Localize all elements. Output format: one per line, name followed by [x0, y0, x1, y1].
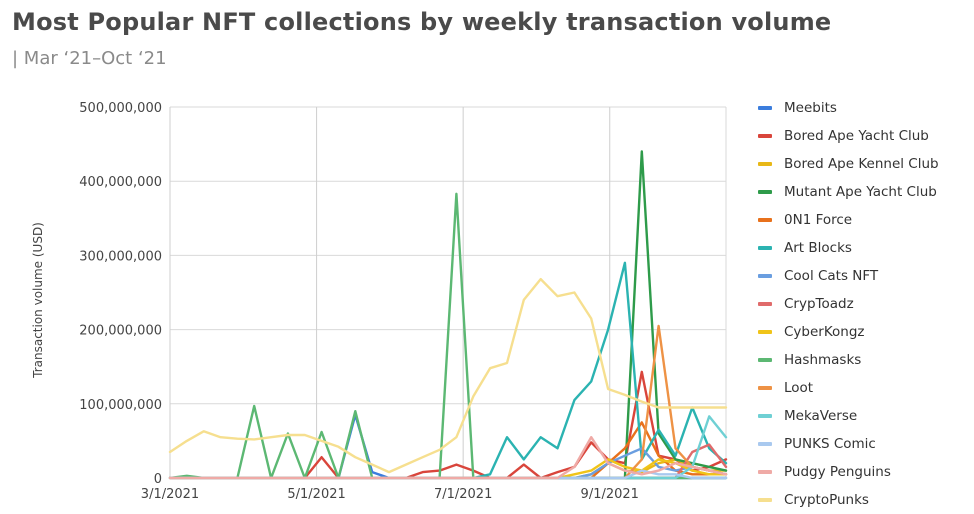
y-tick-label: 500,000,000 — [79, 101, 162, 116]
legend-item: Hashmasks — [758, 346, 939, 374]
legend-item: Pudgy Penguins — [758, 458, 939, 486]
legend-swatch — [758, 386, 772, 390]
legend-swatch — [758, 246, 772, 250]
legend-item: CrypToadz — [758, 290, 939, 318]
legend-swatch — [758, 302, 772, 306]
legend-swatch — [758, 470, 772, 474]
legend-item: Meebits — [758, 94, 939, 122]
legend-label: MekaVerse — [784, 408, 858, 424]
legend-label: CyberKongz — [784, 324, 865, 340]
legend-label: Loot — [784, 380, 814, 396]
legend-swatch — [758, 442, 772, 446]
legend-item: Cool Cats NFT — [758, 262, 939, 290]
series-line-pudgy-penguins — [168, 436, 728, 480]
legend-item: CryptoPunks — [758, 486, 939, 514]
axes: 0 100,000,000 200,000,000 300,000,000 400,00… — [79, 101, 639, 502]
chart-title: Most Popular NFT collections by weekly t… — [12, 8, 832, 36]
legend: Meebits Bored Ape Yacht Club Bored Ape Ken… — [758, 94, 939, 514]
legend-swatch — [758, 134, 772, 138]
legend-label: PUNKS Comic — [784, 436, 876, 452]
legend-label: Cool Cats NFT — [784, 268, 879, 284]
legend-item: Bored Ape Yacht Club — [758, 122, 939, 150]
legend-item: CyberKongz — [758, 318, 939, 346]
series-line-cryptopunks — [168, 277, 728, 474]
y-tick-label: 100,000,000 — [79, 398, 162, 413]
legend-item: PUNKS Comic — [758, 430, 939, 458]
legend-item: Art Blocks — [758, 234, 939, 262]
legend-label: Hashmasks — [784, 352, 862, 368]
x-tick-label: 7/1/2021 — [434, 487, 492, 502]
legend-item: Bored Ape Kennel Club — [758, 150, 939, 178]
legend-label: Art Blocks — [784, 240, 852, 256]
legend-swatch — [758, 498, 772, 502]
y-tick-label: 0 — [154, 472, 162, 487]
legend-item: MekaVerse — [758, 402, 939, 430]
legend-label: Meebits — [784, 100, 837, 116]
legend-item: 0N1 Force — [758, 206, 939, 234]
legend-swatch — [758, 414, 772, 418]
legend-swatch — [758, 190, 772, 194]
x-tick-label: 3/1/2021 — [141, 487, 199, 502]
legend-label: Mutant Ape Yacht Club — [784, 184, 937, 200]
legend-label: 0N1 Force — [784, 212, 853, 228]
y-axis-label: Transaction volume (USD) — [31, 222, 45, 379]
series-lines — [168, 150, 728, 480]
legend-label: Bored Ape Kennel Club — [784, 156, 939, 172]
series-line-mutant-ape-yacht-club — [168, 150, 728, 480]
legend-label: CrypToadz — [784, 296, 854, 312]
legend-item: Mutant Ape Yacht Club — [758, 178, 939, 206]
legend-swatch — [758, 358, 772, 362]
y-tick-label: 300,000,000 — [79, 249, 162, 264]
legend-swatch — [758, 274, 772, 278]
legend-label: CryptoPunks — [784, 492, 869, 508]
legend-swatch — [758, 106, 772, 110]
x-tick-label: 5/1/2021 — [287, 487, 345, 502]
y-tick-label: 200,000,000 — [79, 324, 162, 339]
legend-item: Loot — [758, 374, 939, 402]
legend-label: Pudgy Penguins — [784, 464, 891, 480]
legend-swatch — [758, 162, 772, 166]
series-line-hashmasks — [168, 192, 728, 480]
legend-swatch — [758, 330, 772, 334]
x-tick-label: 9/1/2021 — [581, 487, 639, 502]
legend-swatch — [758, 218, 772, 222]
legend-label: Bored Ape Yacht Club — [784, 128, 929, 144]
chart-subtitle: | Mar ‘21–Oct ‘21 — [12, 48, 167, 69]
y-tick-label: 400,000,000 — [79, 175, 162, 190]
